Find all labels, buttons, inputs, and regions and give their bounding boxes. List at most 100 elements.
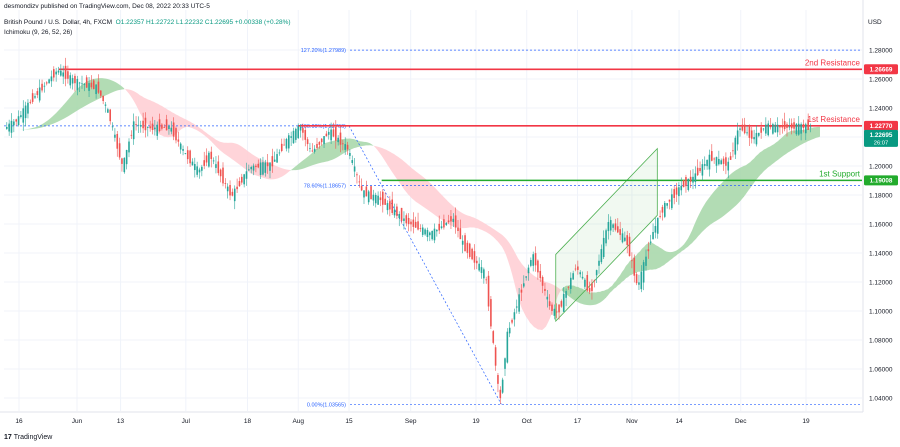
cloud-bear-segment <box>558 287 560 296</box>
footer-brand[interactable]: 17 TradingView <box>4 434 52 441</box>
cloud-bull-segment <box>788 131 790 153</box>
cloud-bear-segment <box>486 224 488 234</box>
candle-up <box>299 126 302 131</box>
y-tick-label: 1.12000 <box>869 280 893 287</box>
candle-down <box>163 126 166 128</box>
candle-down <box>382 191 384 205</box>
cloud-bear-segment <box>254 155 256 176</box>
cloud-bull-segment <box>780 137 782 159</box>
cloud-bull-segment <box>720 182 722 219</box>
cloud-bull-segment <box>702 205 704 232</box>
cloud-bear-segment <box>286 169 288 175</box>
x-tick-label: 13 <box>117 418 125 425</box>
candle-down <box>617 226 619 233</box>
candle-up <box>755 132 758 145</box>
cloud-bull-segment <box>692 225 694 244</box>
candle-down <box>450 216 452 222</box>
cloud-bull-segment <box>44 121 46 127</box>
cloud-bear-segment <box>222 142 224 154</box>
cloud-bull-segment <box>48 118 50 126</box>
candle-up <box>772 124 774 134</box>
cloud-bull-segment <box>328 141 330 162</box>
candle-down <box>149 126 151 129</box>
candle-up <box>600 249 603 263</box>
candle-up <box>433 228 436 241</box>
cloud-bull-segment <box>74 90 76 113</box>
candle-up <box>445 222 448 225</box>
cloud-bear-segment <box>138 93 140 114</box>
candle-down <box>457 227 459 232</box>
candle-down <box>626 235 628 246</box>
cloud-bull-segment <box>706 199 708 229</box>
candle-down <box>729 156 732 160</box>
candle-down <box>769 126 772 128</box>
fib-level-label: 0.00%(1.03565) <box>307 402 346 408</box>
level-price-tag <box>864 175 898 186</box>
x-tick-label: Dec <box>735 418 747 425</box>
x-tick-label: Aug <box>292 418 304 425</box>
candle-down <box>135 124 137 125</box>
cloud-bear-segment <box>376 146 378 151</box>
cloud-bear-segment <box>462 212 464 229</box>
cloud-bull-segment <box>82 83 84 108</box>
cloud-bull-segment <box>724 178 726 216</box>
candle-up <box>656 217 659 234</box>
candle-down <box>222 167 224 184</box>
candle-up <box>139 125 142 127</box>
candle-down <box>699 168 701 172</box>
cloud-bull-segment <box>686 238 688 249</box>
candle-up <box>264 162 267 173</box>
candle-down <box>130 134 133 136</box>
candle-up <box>805 124 807 134</box>
candles <box>6 57 812 404</box>
candle-up <box>518 294 520 312</box>
cloud-bull-segment <box>370 143 372 146</box>
cloud-bull-segment <box>304 158 306 169</box>
candle-up <box>27 102 29 114</box>
candle-down <box>370 186 372 200</box>
cloud-bear-segment <box>206 132 208 139</box>
candle-down <box>476 260 478 264</box>
candle-down <box>302 128 304 133</box>
x-tick-label: 14 <box>675 418 683 425</box>
cloud-bear-segment <box>504 236 506 255</box>
candle-down <box>379 197 382 201</box>
candle-up <box>367 191 370 203</box>
y-tick-label: 1.10000 <box>869 309 893 316</box>
candle-down <box>593 280 596 282</box>
candle-down <box>534 253 537 266</box>
fib-trend-line <box>348 125 502 405</box>
candle-up <box>179 143 182 150</box>
candle-up <box>337 137 339 143</box>
x-tick-label: 19 <box>472 418 480 425</box>
cloud-bear-segment <box>284 168 286 176</box>
candle-down <box>779 126 781 128</box>
cloud-bull-segment <box>614 280 616 289</box>
cloud-bear-segment <box>288 169 290 173</box>
cloud-bull-segment <box>316 147 318 165</box>
candle-down <box>499 389 502 399</box>
candle-down <box>633 257 636 276</box>
cloud-bull-segment <box>120 85 122 90</box>
candle-down <box>407 217 410 225</box>
candle-down <box>647 249 650 252</box>
candle-down <box>741 124 744 131</box>
y-tick-label: 1.16000 <box>869 222 893 229</box>
candle-up <box>605 230 607 244</box>
candle-down <box>464 235 466 252</box>
cloud-bull-segment <box>310 153 312 167</box>
cloud-bull-segment <box>748 162 750 192</box>
cloud-bear-segment <box>132 90 134 102</box>
cloud-bull-segment <box>608 287 610 296</box>
candle-down <box>454 215 457 228</box>
candle-up <box>24 105 27 119</box>
candle-down <box>118 143 121 158</box>
candle-up <box>78 82 81 84</box>
cloud-bear-segment <box>446 199 448 224</box>
cloud-bull-segment <box>600 291 602 303</box>
candle-down <box>786 124 788 128</box>
candle-up <box>734 137 737 155</box>
candle-down <box>74 75 76 84</box>
cloud-bear-segment <box>232 142 234 161</box>
